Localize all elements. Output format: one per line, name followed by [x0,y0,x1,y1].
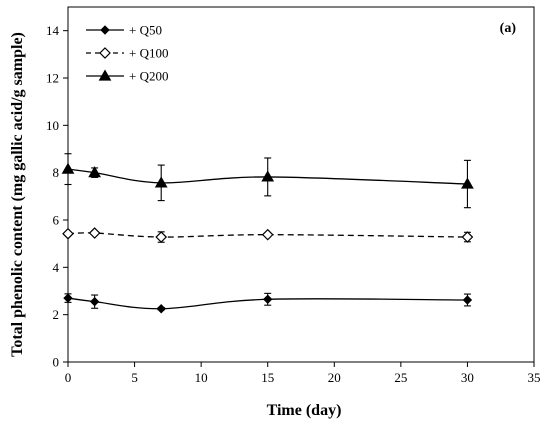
data-point [156,304,166,314]
data-point [89,296,100,307]
y-tick-label: 14 [46,23,60,38]
y-tick-label: 0 [53,355,60,370]
legend-label: + Q50 [129,23,162,38]
data-point [61,162,75,174]
data-point [462,295,473,305]
y-tick-label: 10 [46,118,59,133]
legend-marker [99,47,111,59]
x-tick-label: 30 [461,370,474,385]
x-tick-label: 35 [528,370,541,385]
legend-entry: + Q100 [86,46,168,61]
legend-marker [98,69,112,81]
y-tick-label: 2 [53,307,60,322]
legend: + Q50 + Q100 + Q200 [86,23,168,84]
data-point [461,231,474,243]
y-tick-label: 4 [53,260,60,275]
data-point [88,227,101,239]
legend-label: + Q100 [129,46,168,61]
data-point [155,231,168,243]
x-tick-label: 0 [65,370,72,385]
data-point [461,177,474,189]
x-tick-label: 10 [195,370,208,385]
y-axis-title: Total phenolic content (mg gallic acid/g… [9,32,26,357]
y-tick-label: 6 [53,213,60,228]
x-tick-label: 5 [131,370,138,385]
x-tick-label: 25 [394,370,407,385]
legend-entry: + Q200 [86,69,168,84]
legend-label: + Q200 [129,69,168,84]
x-tick-label: 15 [261,370,274,385]
plot-area [61,153,474,314]
data-point [62,227,74,240]
series-1 [62,227,474,243]
data-point [88,166,101,178]
x-tick-label: 20 [328,370,341,385]
data-point [263,294,273,304]
series-0 [63,292,473,314]
data-point [261,170,275,182]
axes: 0 5 10 15 20 25 30 35 0 2 4 6 8 10 12 14 [46,6,541,385]
legend-entry: + Q50 [86,23,162,38]
data-point [154,176,168,188]
data-point [63,293,73,303]
x-axis-title: Time (day) [267,402,342,419]
y-tick-label: 12 [46,71,59,86]
data-point [261,228,274,241]
series-2 [61,153,474,209]
y-tick-label: 8 [53,165,60,180]
legend-marker [100,25,110,35]
panel-label: (a) [500,21,517,36]
